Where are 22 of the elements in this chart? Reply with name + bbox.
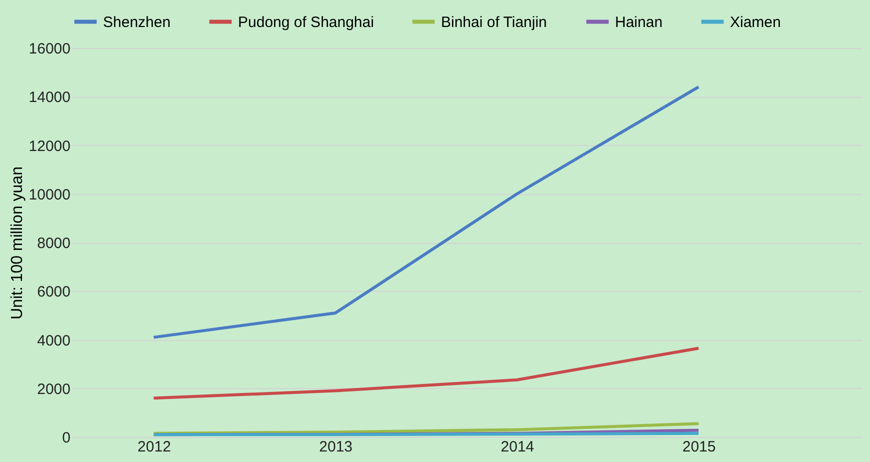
y-tick-label: 16000 [28,40,70,58]
legend-label: Pudong of Shanghai [238,14,374,31]
y-axis-title: Unit: 100 million yuan [8,166,26,320]
y-tick-label: 4000 [37,332,70,350]
x-tick-label: 2012 [138,438,171,456]
legend-label: Xiamen [730,14,781,31]
line-series [152,85,700,339]
y-tick-label: 14000 [28,89,70,106]
y-tick-label: 8000 [37,235,70,252]
x-tick-label: 2015 [682,438,716,456]
x-tick-label: 2013 [319,438,353,456]
y-tick-label: 6000 [37,284,70,301]
legend-label: Hainan [615,14,663,31]
x-tick-label: 2014 [500,438,534,456]
y-tick-label: 2000 [37,380,70,398]
y-tick-label: 10000 [28,186,70,204]
y-tick-label: 12000 [28,138,70,155]
legend-label: Shenzhen [103,14,171,31]
legend-label: Binhai of Tianjin [441,14,547,31]
line-series [152,346,700,400]
line-series [152,422,700,435]
y-tick-label: 0 [62,430,70,446]
